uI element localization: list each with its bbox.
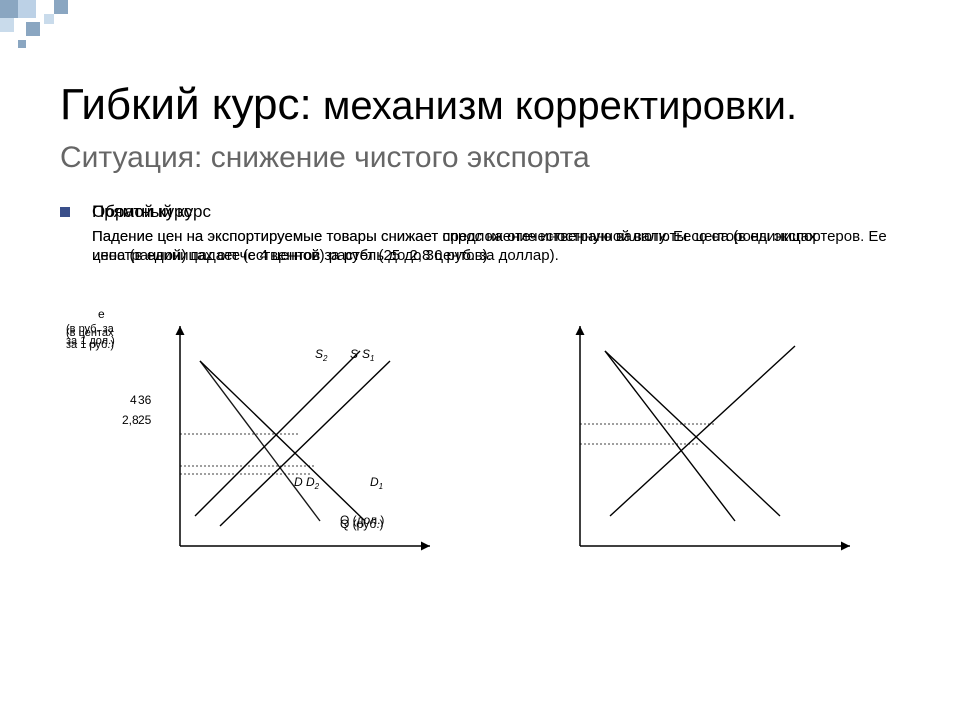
bullet2-text: Падение цен на экспортируемые товары сни… xyxy=(92,227,892,266)
slide-subtitle: Ситуация: снижение чистого экспорта xyxy=(60,141,900,175)
y-label-e: e xyxy=(98,307,105,321)
ytick-low-b: 2,8 xyxy=(122,413,139,427)
label-D: D xyxy=(294,475,303,489)
deco-square xyxy=(0,18,14,32)
deco-square xyxy=(18,0,36,18)
ytick-high: 36 xyxy=(138,393,152,407)
bullet-item-2: Прямой курс Падение цен на экспортируемы… xyxy=(92,201,892,266)
deco-square xyxy=(18,40,26,48)
deco-square xyxy=(44,14,54,24)
deco-square xyxy=(0,0,18,18)
title-rest: механизм корректировки. xyxy=(323,84,797,128)
deco-square xyxy=(26,22,40,36)
label-D1: D1 xyxy=(370,475,383,491)
title-main: Гибкий курс: xyxy=(60,80,312,129)
slide-content: Гибкий курс: механизм корректировки. Сит… xyxy=(0,0,960,626)
label-S2: S2 xyxy=(315,347,328,363)
y-label-2b: (в центах xyxy=(66,327,114,339)
slide-title: Гибкий курс: механизм корректировки. xyxy=(60,80,900,131)
label-S: S xyxy=(350,347,358,361)
x-label-b: Q (руб.) xyxy=(340,517,384,531)
right-chart xyxy=(530,306,890,606)
y-label-3b: за 1 руб.) xyxy=(66,339,114,351)
left-chart: e (в руб. за за 1 дол.) (в центах за 1 р… xyxy=(60,306,480,606)
deco-square xyxy=(54,0,68,14)
charts-area: e (в руб. за за 1 дол.) (в центах за 1 р… xyxy=(60,306,900,626)
bullet-icon xyxy=(60,207,70,217)
label-D2: D2 xyxy=(306,475,320,491)
ytick-high-b: 4 xyxy=(130,393,137,407)
bullet2-heading: Прямой курс xyxy=(92,201,892,223)
ytick-low: 25 xyxy=(138,413,152,427)
label-S1: S1 xyxy=(362,347,374,363)
